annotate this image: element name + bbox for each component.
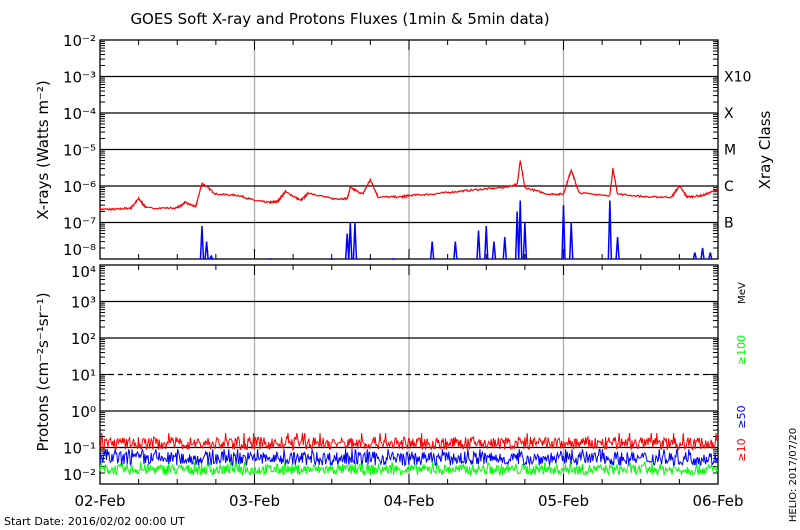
x-tick-label: 05-Feb	[538, 492, 589, 510]
y-tick-label: 10⁻⁸	[63, 241, 96, 259]
xray-short-spike	[561, 205, 566, 260]
y-tick-label: 10⁻²	[63, 32, 96, 50]
start-date: Start Date: 2016/02/02 00:00 UT	[4, 515, 185, 528]
proton-legend-label: ≥100	[735, 335, 748, 365]
y-tick-label: 10⁻¹	[63, 440, 96, 458]
plot-frame	[99, 264, 719, 485]
xray-axis-label: X-rays (Watts m⁻²)	[34, 80, 52, 219]
xray-short-spike	[708, 252, 713, 260]
y-tick-label: 10⁴	[71, 263, 96, 281]
xray-short-spike	[607, 200, 613, 260]
energy-unit-label: MeV	[737, 282, 748, 304]
y-tick-label: 10⁻⁶	[63, 178, 96, 196]
y-tick-label: 10⁰	[71, 403, 96, 421]
xray-short-spike	[514, 211, 520, 260]
xray-short-spike	[568, 222, 574, 260]
xray-short-spike	[453, 241, 458, 260]
helio-date: HELIO: 2017/07/20	[788, 428, 799, 522]
xray-short-spike	[700, 247, 705, 260]
chart-title: GOES Soft X-ray and Protons Fluxes (1min…	[130, 10, 549, 28]
y-tick-label: 10⁻²	[63, 466, 96, 484]
xray-short-spike	[484, 226, 489, 260]
xray-short-spike	[204, 241, 209, 260]
xray-short-spike	[522, 222, 528, 260]
xray-short-spike	[344, 233, 350, 260]
y-tick-label: 10²	[71, 330, 96, 348]
plot-frame	[99, 39, 719, 260]
xray-class-label: X	[724, 106, 734, 122]
proton-series	[99, 432, 718, 452]
xray-short-spike	[352, 222, 358, 260]
y-tick-label: 10⁻⁴	[63, 105, 96, 123]
y-tick-label: 10⁻⁵	[63, 142, 96, 160]
xray-long-series	[99, 160, 719, 212]
x-tick-label: 03-Feb	[229, 492, 280, 510]
proton-legend-label: ≥10	[735, 438, 748, 461]
y-tick-label: 10³	[71, 294, 96, 312]
x-tick-label: 02-Feb	[74, 492, 125, 510]
proton-legend-label: ≥50	[735, 405, 748, 428]
xray-class-label: C	[724, 179, 734, 195]
xray-short-spike	[199, 226, 205, 260]
xray-short-spike	[517, 200, 523, 260]
xray-short-spike	[348, 222, 353, 260]
proton-axis-label: Protons (cm⁻²s⁻¹sr⁻¹)	[34, 292, 52, 451]
proton-series	[99, 448, 719, 467]
y-tick-label: 10⁻⁷	[63, 215, 96, 233]
y-tick-label: 10⁻³	[63, 69, 96, 87]
xray-class-label: M	[724, 143, 736, 159]
xray-short-spike	[476, 230, 481, 260]
x-tick-label: 06-Feb	[692, 492, 743, 510]
xray-short-spike	[615, 236, 620, 260]
xray-short-spike	[491, 241, 497, 260]
xray-short-spike	[429, 241, 435, 260]
xray-short-spike	[209, 254, 214, 260]
xray-class-title: Xray Class	[756, 110, 774, 189]
xray-class-label: X10	[724, 70, 751, 86]
xray-short-spike	[502, 236, 508, 260]
xray-short-spike	[692, 252, 698, 260]
proton-series	[99, 460, 719, 477]
xray-class-label: B	[724, 216, 734, 232]
y-tick-label: 10¹	[71, 367, 96, 385]
x-tick-label: 04-Feb	[383, 492, 434, 510]
